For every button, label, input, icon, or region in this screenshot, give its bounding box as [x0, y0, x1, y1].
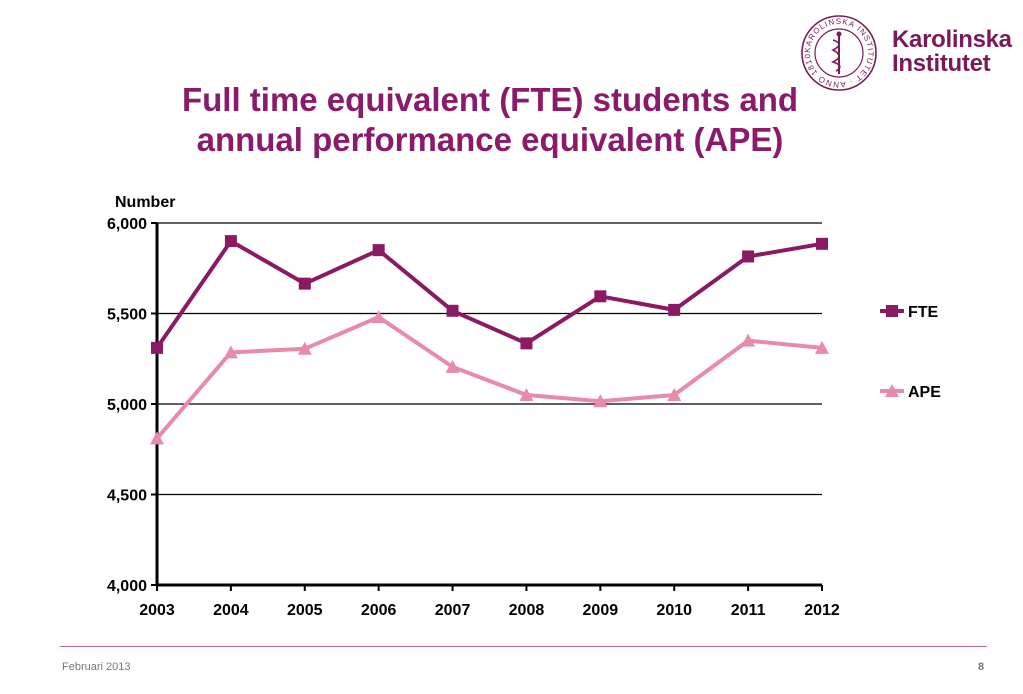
data-point-fte	[816, 237, 828, 250]
data-point-fte	[668, 303, 681, 316]
data-point-fte	[372, 244, 385, 257]
data-point-fte	[151, 341, 163, 354]
data-point-ape	[815, 340, 829, 354]
data-point-ape	[741, 333, 756, 347]
data-point-ape	[297, 341, 312, 355]
data-point-fte	[594, 290, 607, 303]
data-point-fte	[446, 304, 459, 317]
logo-name-line1: Karolinska	[892, 26, 1012, 53]
x-tick-label: 2007	[435, 602, 471, 619]
logo-wordmark: Karolinska Institutet	[892, 28, 1012, 76]
data-point-ape	[150, 431, 164, 445]
data-point-fte	[298, 277, 311, 290]
title-line-2: annual performance equivalent (APE)	[196, 121, 784, 158]
logo-name-line2: Institutet	[892, 50, 991, 77]
data-point-ape	[223, 345, 238, 359]
x-tick-label: 2012	[804, 602, 840, 619]
x-tick-label: 2004	[213, 602, 249, 619]
y-tick-label: 5,000	[107, 397, 147, 414]
y-axis-label: Number	[115, 194, 175, 211]
x-tick-label: 2006	[361, 602, 397, 619]
data-point-fte	[520, 337, 533, 350]
x-tick-label: 2009	[583, 602, 619, 619]
x-tick-label: 2011	[731, 602, 766, 619]
legend-label-fte: FTE	[908, 304, 939, 321]
y-tick-label: 5,500	[107, 307, 147, 324]
data-point-ape	[371, 310, 386, 324]
legend-marker-ape	[885, 384, 899, 397]
series-line-fte	[155, 239, 823, 350]
footer-divider	[60, 646, 987, 647]
karolinska-seal-icon: KAROLINSKA INSTITUTET · ANNO 1810	[801, 15, 877, 91]
legend-label-ape: APE	[908, 384, 941, 401]
x-tick-label: 2008	[509, 602, 545, 619]
legend-marker-fte	[886, 305, 898, 317]
data-point-ape	[593, 394, 608, 408]
x-tick-label: 2003	[139, 602, 175, 619]
title-line-1: Full time equivalent (FTE) students and	[181, 81, 799, 118]
page-number: 8	[978, 661, 985, 673]
y-tick-label: 6,000	[107, 216, 147, 233]
y-tick-label: 4,000	[107, 578, 147, 595]
x-tick-label: 2010	[656, 602, 692, 619]
data-point-ape	[445, 359, 460, 373]
y-tick-label: 4,500	[107, 488, 147, 505]
page-title: Full time equivalent (FTE) students and …	[140, 80, 840, 160]
footer-date: Februari 2013	[62, 661, 131, 673]
data-point-fte	[224, 235, 237, 248]
karolinska-logo: KAROLINSKA INSTITUTET · ANNO 1810 Karoli…	[800, 14, 1012, 94]
data-point-fte	[742, 250, 755, 263]
x-tick-label: 2005	[287, 602, 323, 619]
data-point-ape	[667, 387, 682, 401]
series-line-ape	[155, 315, 823, 440]
data-point-ape	[519, 387, 534, 401]
